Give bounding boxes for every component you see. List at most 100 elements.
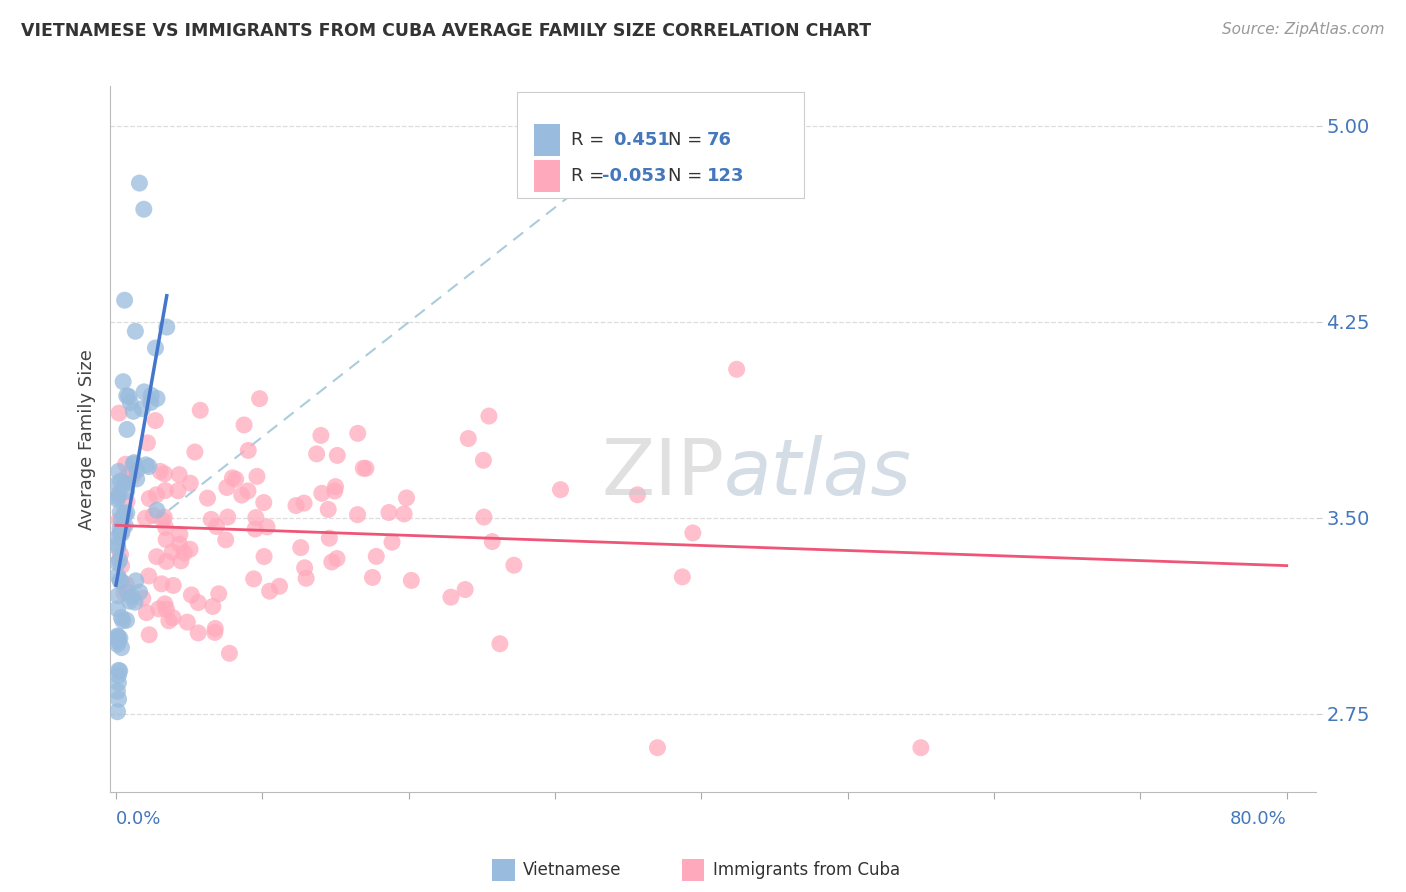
Point: [114, 518, 136, 533]
Point: [135, 606, 157, 620]
Point: [122, 457, 145, 471]
Point: [197, 491, 219, 505]
Point: [269, 579, 291, 593]
Point: [107, 490, 129, 504]
Point: [107, 589, 129, 603]
Point: [188, 403, 211, 417]
Point: [200, 512, 222, 526]
Point: [395, 491, 418, 505]
Point: [128, 176, 150, 190]
Point: [118, 594, 141, 608]
Point: [316, 502, 339, 516]
Point: [148, 602, 170, 616]
Point: [249, 392, 271, 406]
Point: [108, 486, 131, 500]
Text: atlas: atlas: [724, 434, 912, 511]
Point: [305, 447, 328, 461]
Point: [156, 320, 179, 334]
Point: [120, 467, 142, 481]
Point: [311, 486, 333, 500]
Point: [135, 458, 157, 472]
Point: [107, 476, 129, 491]
Point: [131, 401, 153, 416]
Point: [155, 602, 177, 616]
Point: [142, 508, 165, 523]
Point: [125, 472, 148, 486]
Point: [259, 584, 281, 599]
Point: [236, 483, 259, 498]
Point: [295, 571, 318, 585]
Point: [550, 483, 572, 497]
Point: [111, 614, 134, 628]
Point: [155, 554, 177, 568]
Point: [167, 483, 190, 498]
Point: [167, 467, 190, 482]
Point: [110, 514, 132, 528]
Text: R =: R =: [571, 131, 610, 149]
Point: [346, 426, 368, 441]
Point: [107, 538, 129, 552]
Point: [138, 459, 160, 474]
Point: [503, 558, 526, 573]
Point: [647, 740, 669, 755]
Point: [107, 684, 129, 698]
Point: [115, 506, 138, 520]
Point: [290, 541, 312, 555]
Point: [160, 545, 183, 559]
Point: [107, 692, 129, 706]
Point: [201, 599, 224, 614]
Point: [179, 542, 201, 557]
Text: N =: N =: [668, 131, 707, 149]
Point: [114, 457, 136, 471]
Point: [153, 597, 176, 611]
Text: Source: ZipAtlas.com: Source: ZipAtlas.com: [1222, 22, 1385, 37]
Point: [309, 428, 332, 442]
Point: [114, 476, 136, 491]
Point: [155, 520, 177, 534]
Point: [325, 480, 347, 494]
Point: [285, 499, 308, 513]
Point: [110, 558, 132, 573]
Point: [111, 526, 134, 541]
Point: [145, 413, 167, 427]
Point: [215, 480, 238, 494]
Point: [115, 484, 138, 499]
Point: [292, 496, 315, 510]
Point: [120, 589, 142, 603]
Point: [149, 464, 172, 478]
Point: [122, 456, 145, 470]
Text: Immigrants from Cuba: Immigrants from Cuba: [713, 861, 900, 879]
Point: [108, 513, 131, 527]
Point: [138, 491, 160, 506]
Point: [107, 705, 129, 719]
Point: [481, 534, 503, 549]
Point: [118, 389, 141, 403]
Point: [132, 591, 155, 606]
Point: [187, 626, 209, 640]
Point: [111, 524, 134, 538]
Point: [107, 637, 129, 651]
Point: [107, 602, 129, 616]
Point: [245, 510, 267, 524]
Point: [108, 406, 131, 420]
Point: [107, 492, 129, 507]
Point: [153, 510, 176, 524]
Point: [108, 664, 131, 678]
Point: [910, 740, 932, 755]
Text: VIETNAMESE VS IMMIGRANTS FROM CUBA AVERAGE FAMILY SIZE CORRELATION CHART: VIETNAMESE VS IMMIGRANTS FROM CUBA AVERA…: [21, 22, 872, 40]
Point: [472, 510, 495, 524]
Point: [321, 555, 343, 569]
Point: [114, 476, 136, 491]
Point: [115, 494, 138, 508]
Point: [125, 463, 148, 477]
Text: Vietnamese: Vietnamese: [523, 861, 621, 879]
Point: [225, 472, 247, 486]
Point: [457, 432, 479, 446]
Point: [218, 646, 240, 660]
Point: [204, 622, 226, 636]
Point: [725, 362, 748, 376]
Point: [107, 664, 129, 678]
Point: [146, 392, 169, 406]
Point: [489, 637, 512, 651]
Point: [110, 573, 132, 587]
